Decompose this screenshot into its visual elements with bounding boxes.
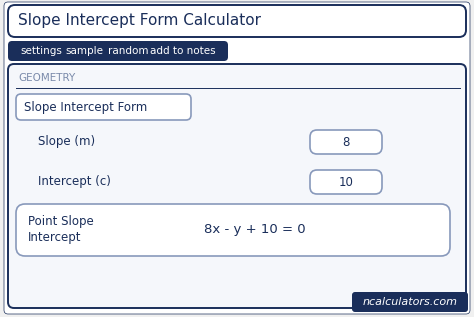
Text: random: random: [108, 46, 148, 56]
Text: Slope Intercept Form Calculator: Slope Intercept Form Calculator: [18, 14, 261, 29]
FancyBboxPatch shape: [16, 204, 450, 256]
FancyBboxPatch shape: [352, 292, 468, 312]
Text: 8: 8: [342, 135, 350, 148]
Text: settings: settings: [20, 46, 62, 56]
Text: sample: sample: [65, 46, 103, 56]
Text: ncalculators.com: ncalculators.com: [363, 297, 457, 307]
Text: 8x - y + 10 = 0: 8x - y + 10 = 0: [204, 223, 306, 236]
Text: 10: 10: [338, 176, 354, 189]
FancyBboxPatch shape: [310, 170, 382, 194]
Text: Slope (m): Slope (m): [38, 135, 95, 148]
Text: Intercept: Intercept: [28, 231, 82, 244]
FancyBboxPatch shape: [8, 64, 466, 308]
FancyBboxPatch shape: [8, 5, 466, 37]
Text: Point Slope: Point Slope: [28, 216, 94, 229]
FancyBboxPatch shape: [4, 2, 470, 314]
Text: Intercept (c): Intercept (c): [38, 176, 111, 189]
FancyBboxPatch shape: [8, 41, 228, 61]
Text: add to notes: add to notes: [150, 46, 216, 56]
Text: GEOMETRY: GEOMETRY: [18, 73, 75, 83]
Text: Slope Intercept Form: Slope Intercept Form: [24, 100, 147, 113]
FancyBboxPatch shape: [310, 130, 382, 154]
FancyBboxPatch shape: [16, 94, 191, 120]
